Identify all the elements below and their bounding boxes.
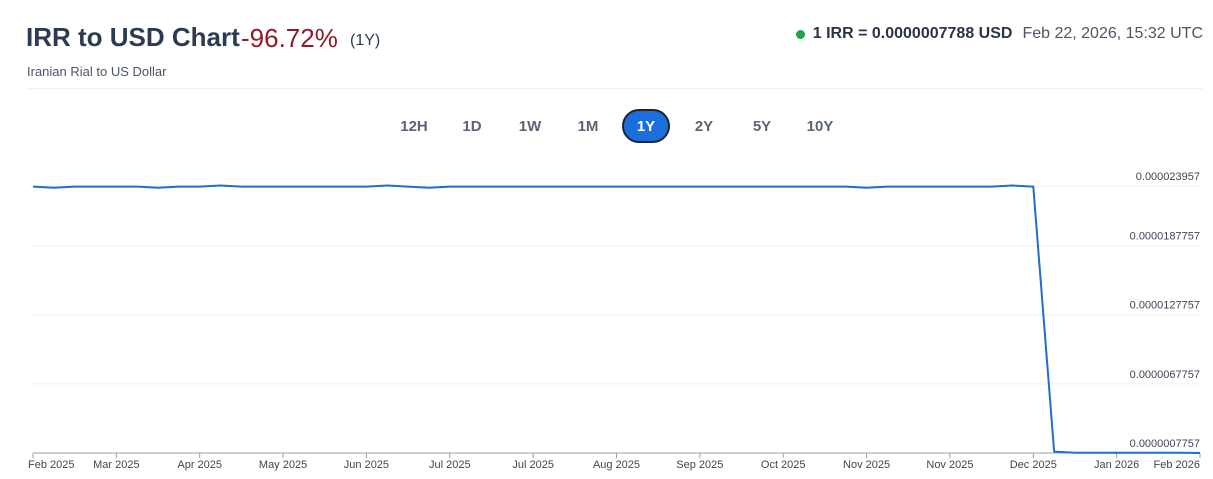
percent-change: -96.72% [241,23,338,53]
range-button[interactable]: 5Y [752,117,772,135]
y-tick-label: 0.000023957 [1136,171,1200,183]
divider [27,88,1203,89]
rate: 1 IRR = 0.0000007788 USD [812,25,1013,42]
y-tick-label: 0.0000127757 [1130,300,1200,312]
range-buttons: 12H 1D 1W 1M 1Y 2Y 5Y 10Y [390,109,844,143]
timestamp: Feb 22, 2026, 15:32 UTC [1022,25,1203,42]
range-button[interactable]: 12H [400,117,428,135]
rate-info: 1 IRR = 0.0000007788 USD Feb 22, 2026, 1… [795,25,1203,43]
x-tick-label: Dec 2025 [1010,459,1057,471]
x-tick-label: Apr 2025 [177,459,222,471]
range-button[interactable]: 1M [577,117,599,135]
range-button[interactable]: 10Y [806,117,834,135]
x-tick-label: Nov 2025 [843,459,890,471]
price-line [32,184,1201,454]
x-tick-label: Feb 2026 [1154,459,1200,471]
x-tick-label: Mar 2025 [93,459,139,471]
y-tick-label: 0.0000007757 [1130,438,1200,450]
subtitle: Iranian Rial to US Dollar [27,64,167,79]
x-tick-label: Jun 2025 [344,459,389,471]
chart-title: IRR to USD Chart [26,22,240,52]
x-tick-label: Oct 2025 [761,459,806,471]
live-dot [795,29,805,39]
range-button[interactable]: 1Y [622,109,670,143]
x-tick-label: Jan 2026 [1094,459,1139,471]
y-tick-label: 0.0000067757 [1130,369,1200,381]
x-tick-label: Sep 2025 [676,459,723,471]
x-tick-label: Aug 2025 [593,459,640,471]
range-button[interactable]: 1D [462,117,482,135]
x-tick-label: Jul 2025 [429,459,471,471]
y-tick-label: 0.0000187757 [1130,231,1200,243]
period: (1Y) [350,32,381,49]
x-tick-label: Feb 2025 [28,459,74,471]
x-tick-label: Nov 2025 [926,459,973,471]
x-tick-label: May 2025 [259,459,307,471]
x-tick-label: Jul 2025 [512,459,554,471]
range-button[interactable]: 1W [518,117,542,135]
range-button[interactable]: 2Y [694,117,714,135]
